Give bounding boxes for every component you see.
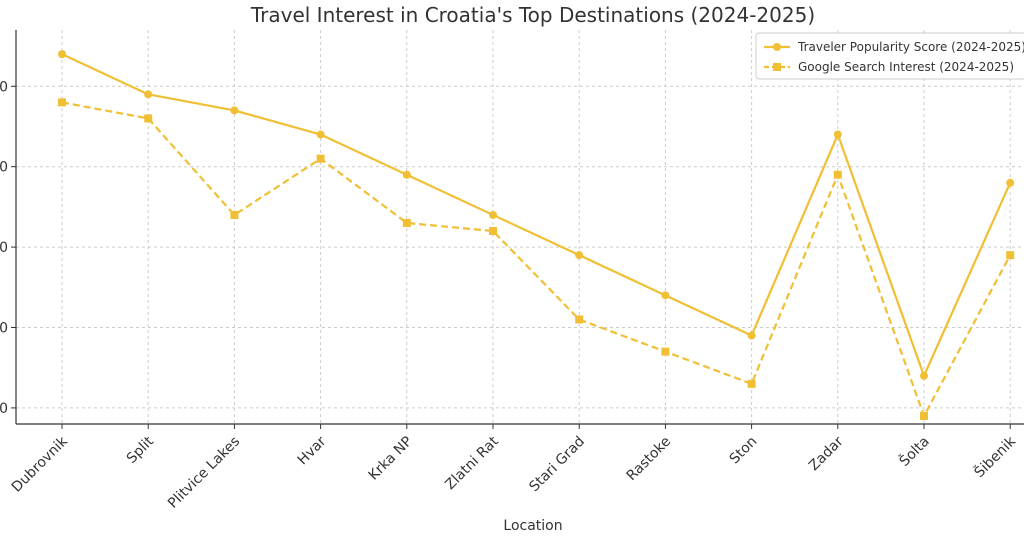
data-point — [144, 114, 153, 123]
grid-lines — [16, 30, 1024, 424]
data-point — [316, 154, 325, 163]
data-point — [489, 227, 497, 236]
data-point — [316, 130, 325, 139]
x-tick-label: Plitvice Lakes — [165, 434, 243, 512]
data-point — [402, 218, 411, 227]
x-axis-label: Location — [503, 518, 562, 534]
data-point — [833, 170, 842, 179]
data-point — [661, 347, 670, 356]
y-tick-label: 0 — [0, 79, 8, 95]
data-point — [58, 98, 66, 107]
series-layer — [58, 50, 1015, 420]
data-point — [575, 251, 584, 260]
legend-marker — [773, 43, 781, 51]
y-tick-label: 0 — [0, 160, 8, 176]
legend: Traveler Popularity Score (2024-2025) Goo… — [755, 32, 1024, 80]
x-tick-label: Šolta — [895, 432, 933, 470]
legend-marker — [773, 63, 781, 71]
axes — [11, 30, 1024, 429]
data-point — [920, 411, 928, 420]
series-line — [61, 53, 1012, 377]
data-point — [747, 379, 756, 388]
y-tick-label: 0 — [0, 240, 8, 256]
legend-box — [755, 32, 1024, 80]
data-point — [575, 315, 584, 324]
x-tick-label: Zlatni Rat — [442, 433, 502, 493]
data-point — [230, 106, 239, 115]
data-point — [489, 210, 497, 219]
data-point — [1006, 178, 1015, 187]
data-point — [144, 90, 153, 99]
series-1 — [58, 50, 1015, 380]
x-tick-label: Zadar — [806, 433, 847, 474]
series-2 — [58, 98, 1015, 420]
data-point — [833, 130, 842, 139]
x-tick-label: Ston — [727, 434, 761, 468]
y-tick-label: 0 — [0, 401, 8, 417]
data-point — [230, 210, 239, 219]
x-tick-label: Split — [124, 433, 158, 467]
data-point — [58, 50, 66, 59]
x-tick-label: Krka NP — [366, 434, 416, 484]
x-tick-label: Rastoke — [624, 434, 675, 485]
x-tick-label: Hvar — [295, 433, 330, 468]
legend-label: Google Search Interest (2024-2025) — [798, 60, 1014, 74]
x-tick-label: Dubrovnik — [9, 433, 72, 496]
legend-label: Traveler Popularity Score (2024-2025) — [797, 40, 1024, 54]
data-point — [920, 371, 928, 380]
chart-title: Travel Interest in Croatia's Top Destina… — [250, 3, 815, 27]
x-tick-label: Šibenik — [970, 431, 1020, 481]
y-tick-label: 0 — [0, 321, 8, 337]
series-line — [61, 101, 1012, 418]
data-point — [402, 170, 411, 179]
data-point — [1006, 251, 1015, 260]
data-point — [747, 331, 756, 340]
x-tick-label: Stari Grad — [526, 434, 588, 496]
data-point — [661, 291, 670, 300]
